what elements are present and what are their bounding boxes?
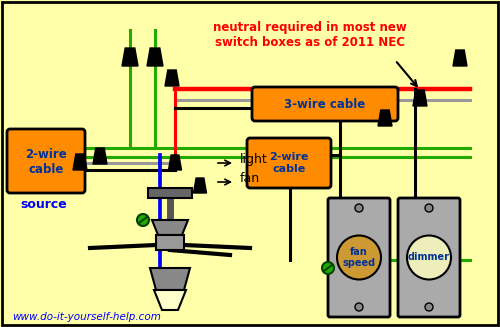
Circle shape bbox=[137, 214, 149, 226]
Polygon shape bbox=[194, 178, 206, 193]
Circle shape bbox=[322, 262, 334, 274]
Polygon shape bbox=[150, 268, 190, 290]
Polygon shape bbox=[453, 50, 467, 66]
Polygon shape bbox=[122, 48, 138, 66]
Polygon shape bbox=[73, 154, 87, 170]
Circle shape bbox=[407, 235, 451, 280]
Text: dimmer: dimmer bbox=[408, 252, 450, 263]
FancyBboxPatch shape bbox=[7, 129, 85, 193]
Text: 2-wire
cable: 2-wire cable bbox=[270, 152, 308, 174]
FancyBboxPatch shape bbox=[148, 188, 192, 198]
Circle shape bbox=[425, 303, 433, 311]
FancyBboxPatch shape bbox=[247, 138, 331, 188]
Polygon shape bbox=[147, 48, 163, 66]
Text: fan: fan bbox=[240, 173, 260, 185]
Circle shape bbox=[425, 204, 433, 212]
Text: neutral required in most new
switch boxes as of 2011 NEC: neutral required in most new switch boxe… bbox=[213, 21, 407, 49]
FancyBboxPatch shape bbox=[156, 235, 184, 250]
Circle shape bbox=[355, 303, 363, 311]
Circle shape bbox=[337, 235, 381, 280]
Polygon shape bbox=[168, 155, 181, 170]
Text: source: source bbox=[20, 198, 67, 212]
Polygon shape bbox=[165, 70, 179, 86]
Text: light: light bbox=[240, 153, 268, 166]
FancyBboxPatch shape bbox=[398, 198, 460, 317]
Text: www.do-it-yourself-help.com: www.do-it-yourself-help.com bbox=[12, 312, 161, 322]
Polygon shape bbox=[378, 110, 392, 126]
FancyBboxPatch shape bbox=[252, 87, 398, 121]
Text: 2-wire
cable: 2-wire cable bbox=[25, 148, 67, 176]
Text: fan
speed: fan speed bbox=[342, 247, 376, 268]
FancyBboxPatch shape bbox=[328, 198, 390, 317]
Circle shape bbox=[355, 204, 363, 212]
Polygon shape bbox=[93, 148, 107, 164]
Text: 3-wire cable: 3-wire cable bbox=[284, 97, 366, 111]
Polygon shape bbox=[152, 220, 188, 235]
Polygon shape bbox=[413, 90, 427, 106]
Polygon shape bbox=[154, 290, 186, 310]
